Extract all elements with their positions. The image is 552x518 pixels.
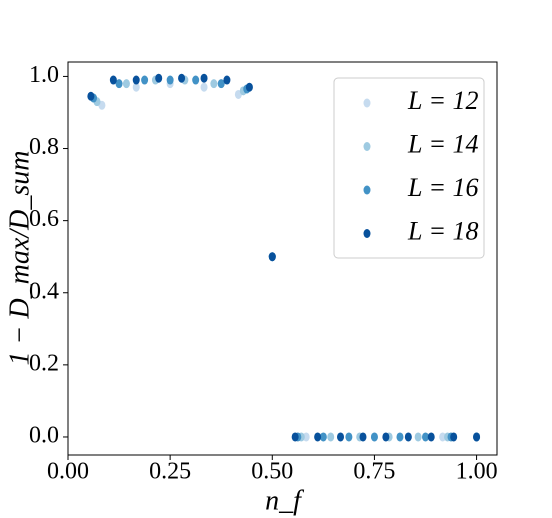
legend-label: L = 12: [407, 86, 479, 115]
x-tick-label: 0.00: [47, 459, 89, 485]
legend-label: L = 18: [407, 216, 479, 245]
legend-marker: [363, 229, 371, 238]
point: [223, 75, 231, 85]
point: [319, 432, 327, 442]
point: [396, 432, 404, 442]
point: [166, 75, 174, 85]
point: [115, 79, 123, 89]
y-tick-label: 0.8: [29, 134, 59, 160]
point: [370, 432, 378, 442]
legend-marker: [363, 185, 371, 195]
point: [200, 73, 208, 83]
point: [268, 252, 276, 262]
point: [132, 82, 140, 92]
y-tick-label: 0.0: [29, 422, 59, 448]
plot-frame: [67, 61, 498, 456]
point: [87, 91, 95, 101]
point: [404, 432, 412, 442]
point: [210, 79, 218, 89]
point: [414, 432, 422, 442]
point: [291, 432, 299, 442]
point: [245, 82, 253, 92]
point: [192, 75, 200, 85]
point: [439, 432, 447, 442]
legend-box: [333, 77, 485, 259]
y-tick-label: 0.6: [29, 206, 59, 232]
point: [450, 432, 458, 442]
x-tick-label: 0.50: [251, 459, 293, 485]
legend-label: L = 16: [407, 173, 479, 202]
legend-marker: [363, 98, 371, 108]
point: [132, 75, 140, 85]
point: [427, 432, 435, 442]
x-axis-label: n_f: [265, 485, 304, 516]
x-tick-label: 0.25: [149, 459, 191, 485]
point: [422, 432, 429, 442]
x-tick-label: 0.75: [353, 459, 395, 485]
point: [109, 75, 117, 85]
legend-label: L = 14: [407, 129, 479, 158]
point: [382, 432, 390, 442]
point: [302, 432, 310, 442]
point: [314, 432, 322, 442]
legend-marker: [363, 142, 371, 151]
x-tick-label: 1.00: [456, 459, 498, 485]
point: [345, 432, 353, 442]
point: [473, 432, 481, 442]
y-tick-label: 0.2: [29, 350, 59, 376]
point: [178, 73, 186, 83]
y-axis-label: 1 − D_max/D_sum: [4, 151, 35, 366]
point: [327, 432, 335, 442]
point: [359, 432, 367, 442]
point: [155, 73, 163, 83]
y-tick-label: 1.0: [29, 62, 59, 88]
point: [337, 432, 345, 442]
point: [217, 79, 225, 89]
y-tick-label: 0.4: [29, 278, 59, 304]
point: [122, 79, 130, 89]
point: [141, 75, 149, 85]
point: [200, 82, 208, 92]
